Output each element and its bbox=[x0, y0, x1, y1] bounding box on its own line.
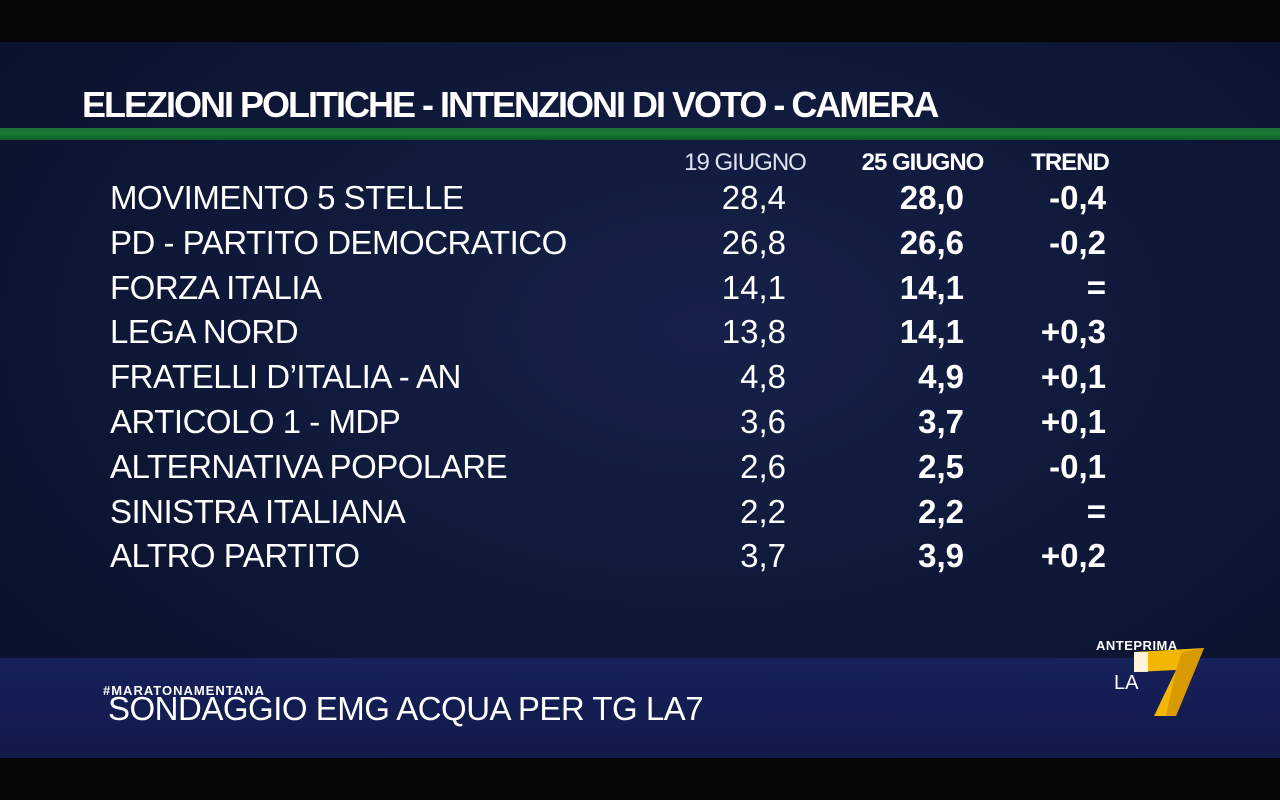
value-25-giugno: 14,1 bbox=[899, 313, 964, 351]
logo-caption: ANTEPRIMA bbox=[1096, 638, 1178, 653]
table-row: ARTICOLO 1 - MDP 3,6 3,7 +0,1 bbox=[0, 400, 1280, 445]
value-19-giugno: 26,8 bbox=[721, 223, 786, 261]
logo-la-text: LA bbox=[1114, 672, 1139, 694]
title-divider bbox=[0, 128, 1280, 140]
value-25-giugno: 26,6 bbox=[899, 223, 964, 261]
party-name: LEGA NORD bbox=[110, 313, 299, 351]
poll-table: MOVIMENTO 5 STELLE 28,4 28,0 -0,4 PD - P… bbox=[0, 176, 1280, 579]
party-name: MOVIMENTO 5 STELLE bbox=[110, 179, 464, 216]
table-row: FRATELLI D’ITALIA - AN 4,8 4,9 +0,1 bbox=[0, 355, 1280, 400]
trend-value: -0,4 bbox=[1049, 179, 1106, 216]
trend-value: -0,2 bbox=[1049, 223, 1106, 261]
value-19-giugno: 4,8 bbox=[740, 358, 786, 396]
bottom-banner bbox=[0, 658, 1280, 758]
value-25-giugno: 4,9 bbox=[918, 358, 964, 396]
trend-value: +0,1 bbox=[1040, 402, 1106, 440]
table-row: LEGA NORD 13,8 14,1 +0,3 bbox=[0, 310, 1280, 355]
trend-value: +0,2 bbox=[1040, 537, 1106, 575]
column-header-trend: TREND bbox=[1031, 149, 1110, 176]
party-name: SINISTRA ITALIANA bbox=[110, 492, 406, 530]
trend-value: +0,1 bbox=[1040, 358, 1106, 396]
value-19-giugno: 2,2 bbox=[740, 492, 786, 530]
value-25-giugno: 14,1 bbox=[899, 268, 964, 306]
table-row: SINISTRA ITALIANA 2,2 2,2 = bbox=[0, 490, 1280, 535]
party-name: FRATELLI D’ITALIA - AN bbox=[110, 358, 461, 396]
value-19-giugno: 3,7 bbox=[740, 537, 786, 575]
letterbox-top bbox=[0, 0, 1280, 42]
party-name: ALTRO PARTITO bbox=[110, 537, 360, 575]
value-25-giugno: 3,7 bbox=[918, 402, 964, 440]
la7-logo: ANTEPRIMA LA bbox=[1096, 638, 1206, 718]
table-row: FORZA ITALIA 14,1 14,1 = bbox=[0, 266, 1280, 311]
value-19-giugno: 3,6 bbox=[740, 402, 786, 440]
table-row: ALTERNATIVA POPOLARE 2,6 2,5 -0,1 bbox=[0, 445, 1280, 490]
table-row: ALTRO PARTITO 3,7 3,9 +0,2 bbox=[0, 534, 1280, 579]
party-name: ARTICOLO 1 - MDP bbox=[110, 402, 401, 440]
broadcast-screen bbox=[0, 42, 1280, 758]
trend-value: +0,3 bbox=[1040, 313, 1106, 351]
party-name: ALTERNATIVA POPOLARE bbox=[110, 447, 508, 485]
value-19-giugno: 13,8 bbox=[721, 313, 786, 351]
value-25-giugno: 2,2 bbox=[918, 492, 964, 530]
source-caption: SONDAGGIO EMG ACQUA PER TG LA7 bbox=[108, 690, 704, 727]
letterbox-bottom bbox=[0, 758, 1280, 800]
column-header-19-giugno: 19 GIUGNO bbox=[684, 149, 807, 176]
value-19-giugno: 14,1 bbox=[721, 268, 786, 306]
page-title: ELEZIONI POLITICHE - INTENZIONI DI VOTO … bbox=[82, 84, 939, 125]
seven-icon bbox=[1134, 648, 1204, 716]
value-25-giugno: 28,0 bbox=[899, 179, 964, 216]
value-19-giugno: 28,4 bbox=[721, 179, 786, 216]
column-header-25-giugno: 25 GIUGNO bbox=[861, 149, 985, 176]
value-25-giugno: 2,5 bbox=[918, 447, 964, 485]
table-row: PD - PARTITO DEMOCRATICO 26,8 26,6 -0,2 bbox=[0, 221, 1280, 266]
table-row: MOVIMENTO 5 STELLE 28,4 28,0 -0,4 bbox=[0, 176, 1280, 221]
value-25-giugno: 3,9 bbox=[918, 537, 964, 575]
trend-value: = bbox=[1086, 268, 1106, 306]
hashtag-label: #MARATONAMENTANA bbox=[103, 683, 265, 698]
value-19-giugno: 2,6 bbox=[740, 447, 786, 485]
party-name: FORZA ITALIA bbox=[110, 268, 322, 306]
party-name: PD - PARTITO DEMOCRATICO bbox=[110, 223, 567, 261]
trend-value: = bbox=[1086, 492, 1106, 530]
trend-value: -0,1 bbox=[1049, 447, 1106, 485]
